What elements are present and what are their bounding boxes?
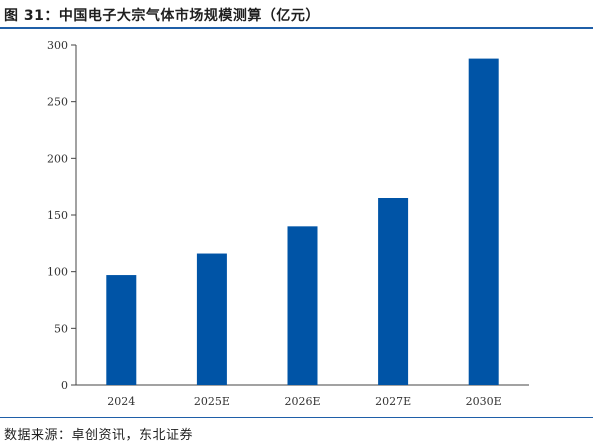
y-tick-label: 150	[47, 209, 68, 222]
footer-divider	[0, 417, 593, 418]
y-tick-label: 200	[47, 152, 68, 165]
y-tick-label: 50	[54, 322, 68, 335]
x-tick-label: 2025E	[194, 395, 230, 408]
bar-2027E	[378, 198, 409, 385]
bar-2024	[106, 275, 137, 385]
figure-header: 图 31：中国电子大宗气体市场规模测算（亿元）	[0, 0, 593, 30]
y-axis: 0 50 100 150 200 250 300	[47, 39, 77, 392]
x-tick-label: 2024	[107, 395, 135, 408]
y-tick-label: 250	[47, 96, 68, 109]
y-tick-label: 100	[47, 266, 68, 279]
bar-2026E	[287, 226, 318, 385]
header-divider	[0, 27, 593, 29]
bars	[106, 58, 499, 385]
x-tick-label: 2026E	[284, 395, 320, 408]
figure-title: 图 31：中国电子大宗气体市场规模测算（亿元）	[4, 8, 320, 24]
bar-2030E	[468, 58, 499, 385]
bar-2025E	[196, 253, 227, 385]
y-tick-label: 0	[61, 379, 68, 392]
x-tick-label: 2030E	[466, 395, 502, 408]
x-axis: 2024 2025E 2026E 2027E 2030E	[76, 384, 529, 408]
x-tick-label: 2027E	[375, 395, 411, 408]
data-source-note: 数据来源：卓创资讯，东北证券	[4, 428, 194, 443]
y-tick-label: 300	[47, 39, 68, 52]
